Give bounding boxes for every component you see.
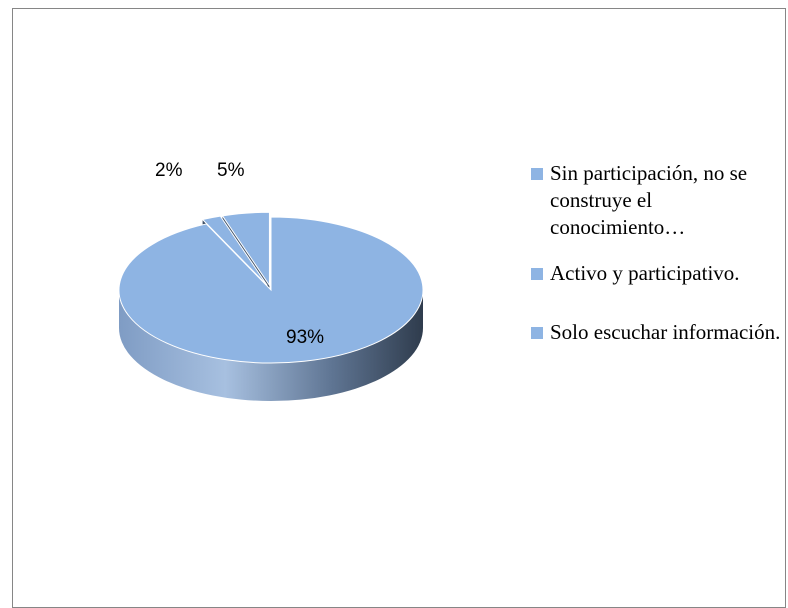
legend-swatch-icon bbox=[531, 327, 543, 339]
legend-swatch-icon bbox=[531, 168, 543, 180]
pie-slice-2 bbox=[221, 211, 270, 287]
legend-label: Sin participación, no se construye el co… bbox=[550, 161, 748, 239]
legend-item-1: Activo y participativo. bbox=[531, 260, 781, 287]
data-label-1: 2% bbox=[155, 160, 183, 181]
pie-slice-0 bbox=[118, 216, 424, 364]
data-label-0: 93% bbox=[286, 327, 324, 348]
legend-swatch-icon bbox=[531, 268, 543, 280]
chart-legend: Sin participación, no se construye el co… bbox=[531, 160, 781, 365]
pie-slice-1 bbox=[201, 215, 268, 286]
data-label-2: 5% bbox=[217, 160, 245, 181]
slice-side-0 bbox=[119, 290, 423, 401]
legend-label: Solo escuchar información. bbox=[550, 320, 781, 344]
legend-item-2: Solo escuchar información. bbox=[531, 319, 781, 346]
legend-label: Activo y participativo. bbox=[550, 261, 740, 285]
legend-item-0: Sin participación, no se construye el co… bbox=[531, 160, 781, 241]
